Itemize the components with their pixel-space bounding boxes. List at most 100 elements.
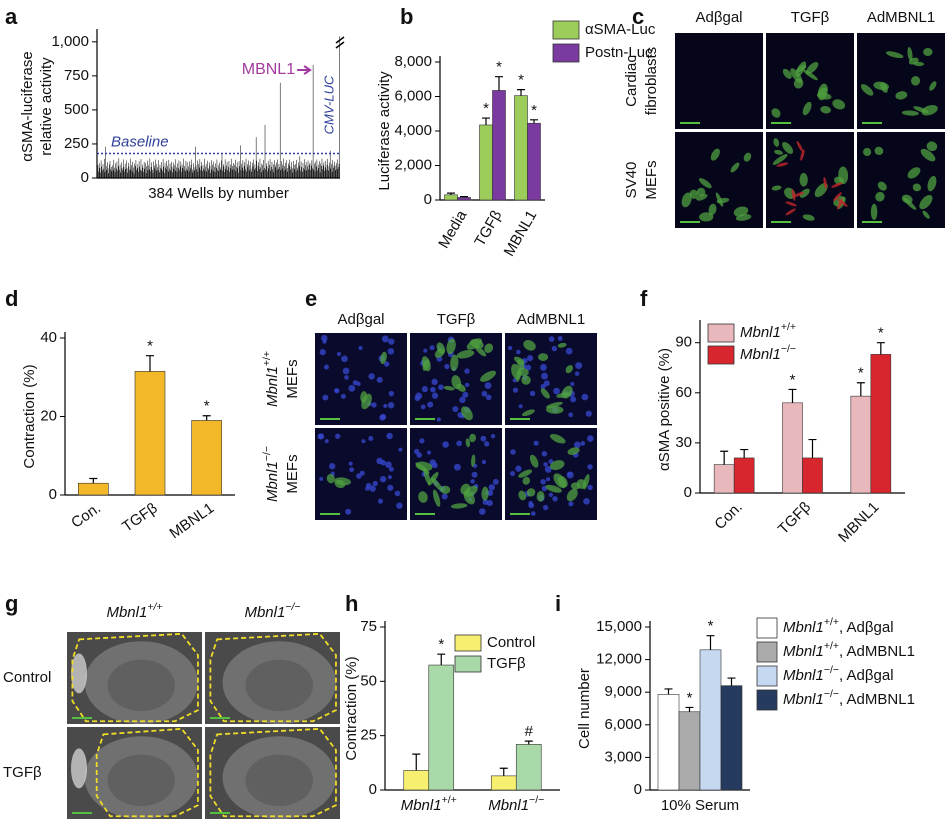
cell (901, 110, 919, 116)
cell (806, 61, 819, 75)
cell (360, 391, 368, 403)
nucleus (574, 371, 580, 376)
x-tick-label: Con. (68, 500, 104, 532)
nucleus (379, 475, 387, 483)
nucleus (581, 393, 589, 401)
bar (298, 165, 300, 178)
cell (440, 485, 451, 494)
cell (803, 69, 818, 81)
bar (317, 164, 319, 178)
nucleus (321, 334, 328, 342)
bar (234, 164, 235, 178)
bar (302, 163, 304, 178)
bar (183, 169, 185, 178)
y-tick-label: 0 (634, 781, 642, 798)
bar (197, 171, 199, 178)
bar (316, 159, 318, 178)
bar (266, 163, 267, 178)
cell (443, 385, 455, 391)
nucleus (334, 388, 340, 394)
nucleus (349, 467, 355, 473)
cell (923, 47, 933, 57)
significance-mark: * (518, 72, 524, 89)
significance-mark: * (687, 689, 693, 706)
bar (283, 158, 284, 178)
cell (464, 485, 478, 497)
cell (522, 476, 531, 485)
error-bar (412, 753, 421, 771)
bar (146, 166, 147, 178)
bar (308, 169, 309, 178)
bar (228, 167, 229, 178)
bar (188, 166, 189, 178)
x-tick-label: TGFβ (471, 207, 505, 249)
bar (153, 161, 154, 178)
nucleus (340, 393, 346, 399)
nucleus (553, 387, 560, 395)
cell (802, 101, 812, 116)
nucleus (484, 441, 490, 447)
cell (518, 368, 529, 377)
bar (713, 464, 735, 494)
bar (492, 90, 506, 201)
stress-fiber (823, 176, 828, 189)
bar (249, 165, 251, 178)
nucleus (587, 464, 593, 470)
bar (202, 164, 204, 178)
bar (115, 163, 116, 178)
legend-label: TGFβ (487, 655, 526, 672)
y-axis-label: Contraction (%) (21, 364, 38, 468)
row-label: SV40 (623, 162, 640, 199)
bar (262, 165, 263, 178)
bar (147, 160, 148, 178)
bar (121, 162, 122, 178)
bar (319, 172, 321, 178)
bar (279, 166, 280, 178)
nucleus (462, 391, 469, 398)
nucleus (548, 336, 555, 342)
bar (217, 165, 219, 178)
bar (444, 194, 458, 201)
column-label: AdMBNL1 (517, 311, 585, 328)
nucleus (436, 417, 441, 422)
bar (332, 160, 333, 178)
bar (188, 171, 190, 178)
x-tick-label: MBNL1 (167, 500, 218, 543)
bar (141, 164, 143, 178)
bar (155, 170, 157, 178)
bar (216, 159, 218, 178)
nucleus (543, 380, 550, 387)
bar (185, 171, 186, 178)
stress-fiber (785, 201, 797, 207)
bar (148, 169, 150, 178)
nucleus (388, 390, 395, 397)
significance-mark: * (708, 618, 714, 635)
bar (206, 171, 208, 178)
nucleus (388, 338, 395, 345)
row-label: fibroblasts (643, 47, 660, 115)
cell (793, 78, 804, 89)
label-rest: , Adβgal (839, 619, 894, 636)
cell (450, 354, 459, 372)
y-tick-label: 20 (40, 407, 57, 424)
bar (303, 168, 304, 178)
bar (802, 457, 823, 494)
bar (116, 161, 118, 178)
bar (219, 167, 221, 178)
nucleus (368, 435, 374, 442)
cell (710, 148, 720, 161)
nucleus (431, 378, 438, 386)
y-tick-label: 1,000 (51, 33, 89, 50)
cell (874, 146, 884, 156)
bar (224, 159, 226, 178)
cell (553, 473, 567, 489)
bar (235, 171, 237, 178)
bar (339, 36, 340, 178)
cell (817, 83, 828, 101)
cell (556, 392, 571, 398)
gene-name: Mbnl1 (783, 619, 824, 636)
cell (795, 61, 807, 77)
bar (196, 169, 197, 178)
bar (212, 170, 214, 178)
cell (699, 212, 714, 222)
